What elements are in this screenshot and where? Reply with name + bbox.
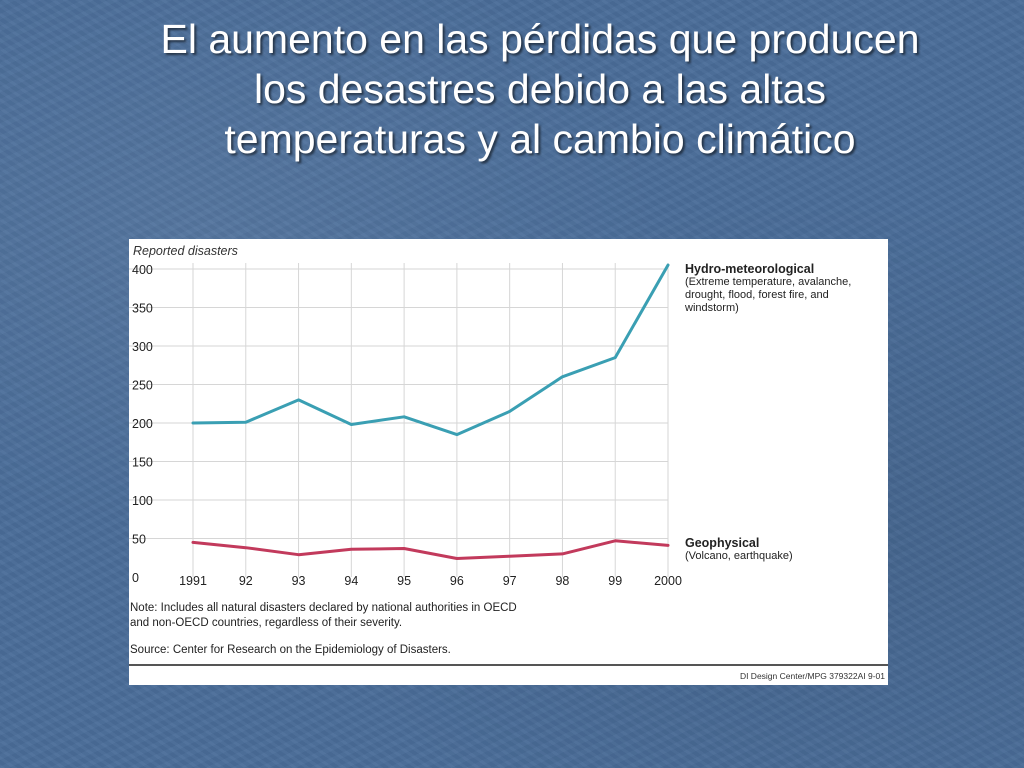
legend-hydro-meteorological: Hydro-meteorological (Extreme temperatur… [685,262,870,315]
slide-title-line: temperaturas y al cambio climático [224,116,856,162]
y-tick-label: 100 [132,494,153,508]
legend-series-description: (Volcano, earthquake) [685,550,793,562]
chart-source: Source: Center for Research on the Epide… [130,644,451,656]
chart-note: Note: Includes all natural disasters dec… [130,601,650,631]
x-tick-label: 95 [397,574,411,588]
chart-panel: Reported disasters 0 50 100 150 200 250 300 350 4… [129,239,888,685]
x-tick-label: 96 [450,574,464,588]
slide-title-line: El aumento en las pérdidas que producen [160,16,920,62]
x-tick-label: 2000 [654,574,682,588]
chart-credit: DI Design Center/MPG 379322AI 9-01 [739,671,885,681]
x-tick-label: 94 [344,574,358,588]
chart-note-line: and non-OECD countries, regardless of th… [130,617,403,629]
chart-note-line: Note: Includes all natural disasters dec… [130,602,517,614]
legend-geophysical: Geophysical (Volcano, earthquake) [685,536,870,563]
x-tick-label: 1991 [179,574,207,588]
y-tick-label: 200 [132,417,153,431]
legend-series-name: Geophysical [685,536,760,550]
y-tick-label: 400 [132,263,153,277]
y-tick-label: 150 [132,456,153,470]
x-tick-label: 98 [555,574,569,588]
slide-title-line: los desastres debido a las altas [253,66,827,112]
divider [129,664,888,666]
y-tick-label: 300 [132,340,153,354]
line-chart: Reported disasters 0 50 100 150 200 250 300 350 4… [129,244,682,588]
series-line-geophysical [191,539,670,560]
y-axis-title: Reported disasters [133,244,238,258]
series-line-hydro-meteorological [191,263,670,437]
y-tick-label: 50 [132,533,146,547]
x-tick-label: 93 [292,574,306,588]
y-tick-label: 0 [132,571,139,585]
legend-series-name: Hydro-meteorological [685,262,815,276]
slide-title: El aumento en las pérdidas que producen … [110,14,970,164]
y-tick-label: 350 [132,302,153,316]
y-tick-label: 250 [132,379,153,393]
x-tick-label: 99 [608,574,622,588]
x-tick-label: 97 [503,574,517,588]
x-tick-label: 92 [239,574,253,588]
legend-series-description: (Extreme temperature, avalanche, drought… [685,276,852,314]
